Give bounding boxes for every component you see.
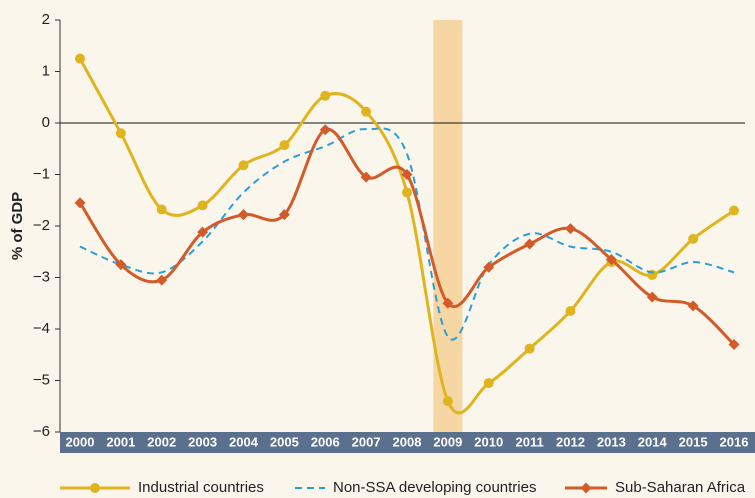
- x-axis-band: [60, 432, 755, 453]
- x-tick-label: 2007: [352, 434, 381, 449]
- data-point: [115, 259, 127, 271]
- data-point: [687, 300, 699, 312]
- x-tick-label: 2012: [556, 434, 585, 449]
- y-tick-label: 0: [42, 114, 50, 131]
- data-point: [156, 274, 168, 286]
- y-tick-label: −5: [33, 371, 50, 388]
- legend-marker: [580, 482, 592, 494]
- data-point: [320, 90, 331, 101]
- y-tick-label: −4: [33, 320, 50, 337]
- y-tick-label: −3: [33, 268, 50, 285]
- data-point: [401, 169, 413, 180]
- data-point: [728, 338, 740, 350]
- x-tick-label: 2003: [188, 434, 217, 449]
- data-point: [688, 233, 699, 244]
- highlight-band: [433, 20, 463, 432]
- y-tick-label: 2: [42, 11, 50, 28]
- x-tick-label: 2004: [229, 434, 259, 449]
- y-axis-label: % of GDP: [9, 192, 26, 260]
- data-point: [565, 223, 576, 235]
- data-point: [279, 140, 290, 151]
- x-tick-label: 2005: [270, 434, 299, 449]
- y-tick-label: −6: [33, 423, 50, 440]
- series-line: [79, 127, 735, 341]
- data-point: [565, 305, 576, 316]
- data-point: [729, 205, 739, 216]
- data-point: [483, 378, 494, 389]
- x-tick-label: 2000: [66, 434, 95, 449]
- data-point: [360, 171, 372, 183]
- data-point: [278, 209, 290, 221]
- data-point: [402, 187, 412, 198]
- data-point: [115, 128, 126, 139]
- x-tick-label: 2002: [147, 434, 176, 449]
- x-tick-label: 2009: [433, 434, 462, 449]
- y-tick-label: −1: [33, 165, 50, 182]
- y-tick-label: 1: [42, 62, 50, 79]
- x-tick-label: 2001: [106, 434, 135, 449]
- data-point: [156, 204, 167, 215]
- data-point: [238, 209, 249, 221]
- data-point: [75, 53, 85, 64]
- x-tick-label: 2011: [516, 434, 544, 449]
- data-point: [74, 197, 86, 209]
- x-tick-label: 2006: [311, 434, 340, 449]
- legend-label: Non-SSA developing countries: [333, 479, 536, 496]
- data-point: [238, 160, 249, 171]
- x-tick-label: 2015: [679, 434, 708, 449]
- data-point: [197, 200, 208, 211]
- legend-marker: [90, 483, 100, 493]
- legend-label: Sub-Saharan Africa: [615, 479, 746, 496]
- data-point: [524, 238, 536, 250]
- data-point: [442, 396, 453, 407]
- data-point: [319, 124, 331, 136]
- x-tick-label: 2008: [393, 434, 422, 449]
- x-tick-label: 2016: [720, 434, 749, 449]
- data-point: [605, 253, 617, 265]
- data-point: [524, 343, 535, 354]
- y-tick-label: −2: [33, 217, 50, 234]
- x-tick-label: 2010: [474, 434, 503, 449]
- data-point: [483, 261, 495, 273]
- legend-label: Industrial countries: [138, 479, 264, 496]
- x-tick-label: 2014: [638, 434, 668, 449]
- data-point: [361, 106, 372, 117]
- data-point: [197, 226, 209, 238]
- data-point: [646, 291, 658, 303]
- x-tick-label: 2013: [597, 434, 626, 449]
- data-point: [442, 297, 454, 309]
